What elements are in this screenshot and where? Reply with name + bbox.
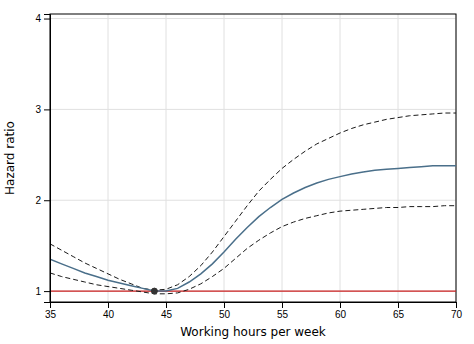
x-tick-label: 40 (103, 309, 115, 320)
x-axis-title: Working hours per week (180, 325, 326, 339)
y-tick-mark (44, 291, 50, 292)
x-grid-line (282, 14, 283, 302)
y-axis-title: Hazard ratio (3, 121, 17, 195)
y-tick-mark (44, 19, 50, 20)
x-tick-mark (398, 302, 399, 308)
y-axis: 1 2 3 4 (35, 13, 50, 302)
y-grid-line (50, 200, 456, 201)
x-tick: 45 (161, 302, 173, 320)
x-tick-mark (282, 302, 283, 308)
x-tick-label: 70 (451, 309, 463, 320)
x-tick-label: 60 (335, 309, 347, 320)
x-tick: 60 (335, 302, 347, 320)
x-tick: 70 (451, 302, 463, 320)
x-grid-line (340, 14, 341, 302)
y-grid-line (50, 291, 456, 292)
y-tick-mark (44, 109, 50, 110)
x-tick-label: 35 (45, 309, 57, 320)
y-grid-line (50, 18, 456, 19)
y-tick-label: 3 (35, 104, 41, 115)
x-tick-mark (108, 302, 109, 308)
x-axis-line (51, 303, 457, 309)
y-tick-label: 2 (35, 195, 41, 206)
y-tick-label: 1 (35, 286, 41, 297)
x-grid-line (166, 14, 167, 302)
series-line (50, 113, 456, 290)
x-grid-line (224, 14, 225, 302)
x-grid-line (108, 14, 109, 302)
y-axis-line (44, 15, 51, 303)
reference-line (50, 290, 456, 291)
x-tick-mark (224, 302, 225, 308)
x-tick-label: 45 (161, 309, 173, 320)
x-tick: 65 (393, 302, 405, 320)
x-tick-mark (340, 302, 341, 308)
x-tick-label: 65 (393, 309, 405, 320)
y-tick: 3 (35, 104, 50, 115)
x-tick-label: 55 (277, 309, 289, 320)
plot: 35 40 45 50 55 60 65 70 1 2 3 4 (35, 13, 462, 320)
x-tick: 40 (103, 302, 115, 320)
x-tick-mark (166, 302, 167, 308)
x-tick: 35 (45, 302, 57, 320)
grid (50, 14, 456, 302)
x-tick-label: 50 (219, 309, 231, 320)
x-grid-line (398, 14, 399, 302)
x-tick: 55 (277, 302, 289, 320)
plot-frame (50, 14, 456, 302)
chart: 35 40 45 50 55 60 65 70 1 2 3 4 Working hours per we… (0, 0, 474, 344)
y-tick: 1 (35, 286, 50, 297)
marks (50, 113, 456, 294)
y-tick: 2 (35, 195, 50, 206)
x-tick: 50 (219, 302, 231, 320)
reference-point (151, 288, 157, 294)
y-tick: 4 (35, 13, 50, 24)
y-grid-line (50, 109, 456, 110)
x-tick-mark (456, 302, 457, 308)
y-tick-label: 4 (35, 13, 41, 24)
x-axis: 35 40 45 50 55 60 65 70 (45, 302, 463, 320)
series-line (50, 166, 456, 291)
y-tick-mark (44, 200, 50, 201)
